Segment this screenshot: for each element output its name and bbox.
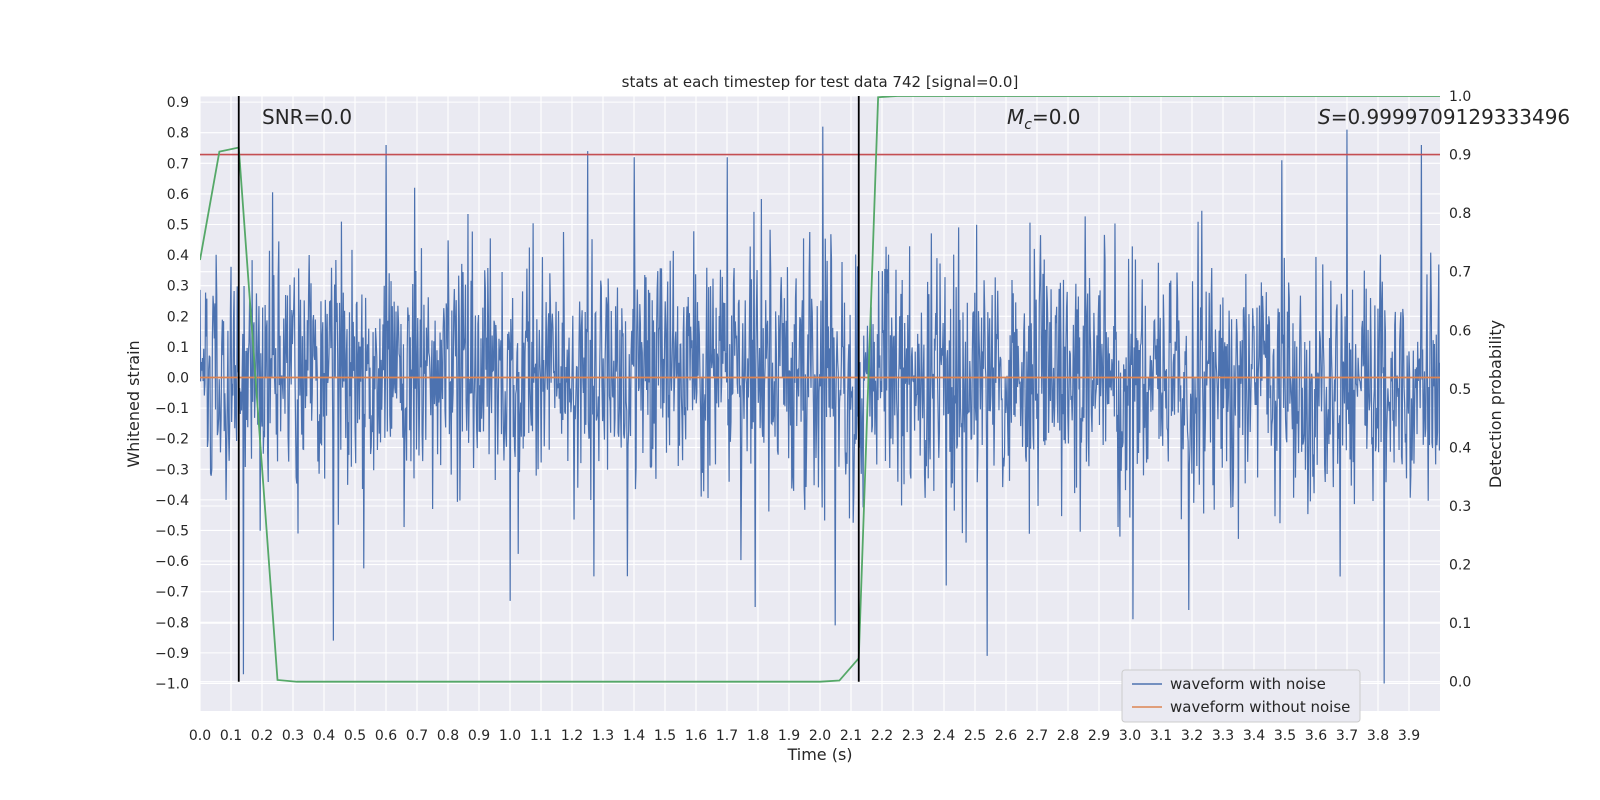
x-tick-label: 0.0 bbox=[189, 728, 211, 744]
y2-tick-label: 0.4 bbox=[1449, 440, 1471, 456]
x-tick-label: 3.8 bbox=[1367, 728, 1389, 744]
y-tick-label: 0.0 bbox=[167, 370, 189, 386]
y-tick-label: 0.6 bbox=[167, 187, 189, 203]
y2-tick-label: 0.6 bbox=[1449, 323, 1471, 339]
x-tick-label: 1.9 bbox=[778, 728, 800, 744]
x-tick-label: 2.6 bbox=[995, 728, 1017, 744]
x-tick-label: 0.6 bbox=[375, 728, 397, 744]
y-tick-label: −0.5 bbox=[155, 523, 189, 539]
x-tick-label: 2.1 bbox=[840, 728, 862, 744]
data-layer bbox=[200, 96, 1440, 684]
mc-annotation: Mc=0.0 bbox=[1007, 105, 1081, 133]
s-symbol: S bbox=[1318, 105, 1331, 129]
y2-tick-label: 0.1 bbox=[1449, 616, 1471, 632]
mc-value: =0.0 bbox=[1032, 105, 1081, 129]
y-tick-label: −0.2 bbox=[155, 432, 189, 448]
x-tick-label: 2.9 bbox=[1088, 728, 1110, 744]
y-tick-label: 0.5 bbox=[167, 218, 189, 234]
series-waveform-with-noise bbox=[200, 126, 1440, 684]
x-tick-label: 0.7 bbox=[406, 728, 428, 744]
y-tick-label: 0.2 bbox=[167, 309, 189, 325]
y-axis-ticks: 0.9 0.8 0.7 0.6 0.5 0.4 0.3 0.2 0.1 0.0 −0.1 −0.2 −0… bbox=[155, 95, 189, 692]
x-tick-label: 3.3 bbox=[1212, 728, 1234, 744]
x-tick-label: 3.6 bbox=[1305, 728, 1327, 744]
x-axis-ticks: 0.0 0.1 0.2 0.3 0.4 0.5 0.6 0.7 0.8 0.9 1.0 1.1 1.2 1… bbox=[189, 728, 1420, 744]
x-tick-label: 1.2 bbox=[561, 728, 583, 744]
x-tick-label: 3.9 bbox=[1398, 728, 1420, 744]
x-tick-label: 1.5 bbox=[654, 728, 676, 744]
chart-title: stats at each timestep for test data 742… bbox=[622, 73, 1019, 91]
x-tick-label: 0.1 bbox=[220, 728, 242, 744]
y2-axis-label: Detection probability bbox=[1486, 320, 1505, 488]
y-tick-label: 0.3 bbox=[167, 279, 189, 295]
x-tick-label: 3.5 bbox=[1274, 728, 1296, 744]
x-axis-label: Time (s) bbox=[786, 745, 852, 764]
y2-tick-label: 0.9 bbox=[1449, 148, 1471, 164]
legend-box bbox=[1121, 669, 1361, 723]
x-tick-label: 2.0 bbox=[809, 728, 831, 744]
mc-symbol: M bbox=[1007, 105, 1024, 129]
y-tick-label: −0.7 bbox=[155, 585, 189, 601]
x-tick-label: 0.2 bbox=[251, 728, 273, 744]
series-detection-probability bbox=[200, 96, 1440, 683]
snr-annotation: SNR=0.0 bbox=[262, 105, 352, 129]
y2-tick-label: 0.3 bbox=[1449, 499, 1471, 515]
x-tick-label: 1.4 bbox=[623, 728, 645, 744]
y-axis-label: Whitened strain bbox=[124, 340, 143, 467]
x-tick-label: 3.1 bbox=[1150, 728, 1172, 744]
x-tick-label: 0.3 bbox=[282, 728, 304, 744]
x-tick-label: 3.4 bbox=[1243, 728, 1265, 744]
x-tick-label: 0.8 bbox=[437, 728, 459, 744]
y-tick-label: −1.0 bbox=[155, 676, 189, 692]
x-tick-label: 0.9 bbox=[468, 728, 490, 744]
y2-tick-label: 0.0 bbox=[1449, 675, 1471, 691]
y-tick-label: 0.1 bbox=[167, 340, 189, 356]
x-tick-label: 1.1 bbox=[530, 728, 552, 744]
y-tick-label: 0.9 bbox=[167, 95, 189, 111]
x-tick-label: 2.4 bbox=[933, 728, 955, 744]
x-tick-label: 1.6 bbox=[685, 728, 707, 744]
y-tick-label: 0.8 bbox=[167, 126, 189, 142]
x-tick-label: 2.3 bbox=[902, 728, 924, 744]
x-tick-label: 1.8 bbox=[747, 728, 769, 744]
y2-tick-label: 0.2 bbox=[1449, 558, 1471, 574]
x-tick-label: 1.3 bbox=[592, 728, 614, 744]
y2-tick-label: 0.7 bbox=[1449, 265, 1471, 281]
y2-tick-label: 0.5 bbox=[1449, 382, 1471, 398]
x-tick-label: 2.5 bbox=[964, 728, 986, 744]
y-tick-label: −0.3 bbox=[155, 462, 189, 478]
x-tick-label: 1.0 bbox=[499, 728, 521, 744]
y-tick-label: 0.4 bbox=[167, 248, 189, 264]
s-annotation: S=0.9999709129333496 bbox=[1318, 105, 1570, 129]
x-tick-label: 3.2 bbox=[1181, 728, 1203, 744]
y2-tick-label: 0.8 bbox=[1449, 206, 1471, 222]
x-tick-label: 0.4 bbox=[313, 728, 335, 744]
x-tick-label: 2.2 bbox=[871, 728, 893, 744]
x-tick-label: 2.8 bbox=[1057, 728, 1079, 744]
y-tick-label: −0.9 bbox=[155, 646, 189, 662]
legend-label-clean: waveform without noise bbox=[1170, 698, 1350, 716]
legend: waveform with noise waveform without noi… bbox=[1121, 669, 1361, 723]
y2-axis-ticks: 0.0 0.1 0.2 0.3 0.4 0.5 0.6 0.7 0.8 0.9 1.0 bbox=[1449, 89, 1471, 691]
x-tick-label: 1.7 bbox=[716, 728, 738, 744]
legend-label-noise: waveform with noise bbox=[1170, 675, 1326, 693]
mc-subscript: c bbox=[1024, 117, 1032, 133]
y-tick-label: −0.8 bbox=[155, 615, 189, 631]
y2-tick-label: 1.0 bbox=[1449, 89, 1471, 105]
x-tick-label: 3.0 bbox=[1119, 728, 1141, 744]
y-tick-label: −0.1 bbox=[155, 401, 189, 417]
y-tick-label: 0.7 bbox=[167, 156, 189, 172]
x-tick-label: 2.7 bbox=[1026, 728, 1048, 744]
s-value: =0.9999709129333496 bbox=[1331, 105, 1570, 129]
y-tick-label: −0.4 bbox=[155, 493, 189, 509]
x-tick-label: 0.5 bbox=[344, 728, 366, 744]
y-tick-label: −0.6 bbox=[155, 554, 189, 570]
x-tick-label: 3.7 bbox=[1336, 728, 1358, 744]
